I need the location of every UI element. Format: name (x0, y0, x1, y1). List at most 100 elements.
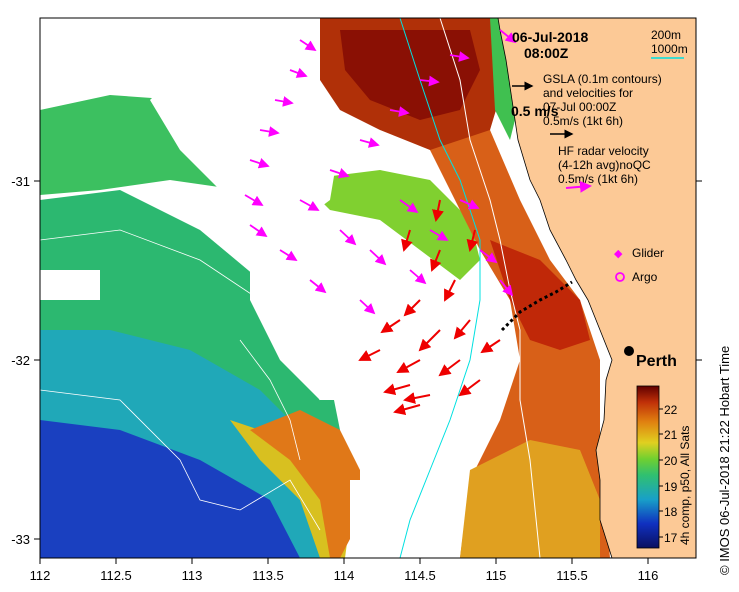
gsla-arrow (358, 349, 381, 361)
sst-green-west (40, 190, 340, 470)
gsla-arrows (358, 199, 501, 416)
hf-arrow (274, 96, 294, 107)
contour-1000m (399, 18, 481, 558)
gsla-legend-line-3: 07-Jul 00:00Z (543, 100, 616, 114)
cloud-gap-west (40, 270, 100, 300)
sst-green-yellow-front (300, 170, 480, 280)
contour-gsla-3 (239, 339, 301, 461)
hf-scale-label: 0.5m/s (1kt 6h) (558, 172, 638, 186)
y-tick-33: -33 (11, 532, 30, 547)
hf-arrow (244, 194, 264, 206)
colorbar-tick-17: 17 (664, 531, 678, 545)
hf-arrow (359, 137, 380, 148)
gsla-arrow (393, 403, 421, 416)
x-tick-113.5: 113.5 (252, 568, 284, 583)
hf-arrow (329, 168, 350, 179)
x-tick-112: 112 (30, 568, 51, 583)
y-tick-32: -32 (11, 353, 30, 368)
gsla-big-scale: 0.5 m/s (511, 103, 559, 119)
hf-arrow (499, 29, 517, 44)
hf-arrow (369, 249, 387, 266)
y-tick-31: -31 (11, 174, 30, 189)
gsla-arrow (453, 319, 471, 340)
hf-arrow (289, 67, 308, 78)
glider-legend-icon: ◆ (614, 248, 623, 260)
hf-arrow (299, 39, 317, 51)
x-tick-113: 113 (182, 568, 203, 583)
hf-arrow (259, 126, 280, 137)
sst-orange-south (250, 410, 360, 558)
gsla-arrow (383, 383, 411, 396)
gsla-arrow (432, 199, 444, 222)
gsla-arrow (403, 392, 431, 404)
colorbar-tick-20: 20 (664, 454, 678, 468)
hf-arrow (399, 199, 419, 214)
hf-arrow (309, 279, 327, 294)
hf-legend-line-1: HF radar velocity (558, 144, 649, 158)
hf-arrow (449, 51, 470, 62)
gsla-legend-line-2: and velocities for (543, 86, 633, 100)
gsla-legend-line-1: GSLA (0.1m contours) (543, 72, 662, 86)
sst-yellow-coast-south (460, 440, 600, 558)
gsla-arrow (444, 279, 456, 302)
gsla-arrow (430, 249, 442, 272)
gsla-arrow (480, 339, 501, 354)
colorbar-tick-22: 22 (664, 403, 678, 417)
contour-gsla-2 (40, 389, 321, 531)
glider-track (500, 280, 573, 332)
argo-legend-icon (615, 272, 625, 282)
time-label: 08:00Z (524, 45, 569, 61)
credit-text: © IMOS 06-Jul-2018 21:22 Hobart Time (717, 346, 732, 575)
hf-arrow (299, 199, 320, 211)
colorbar-title: 4h comp, p50, All Sats (678, 426, 692, 545)
x-tick-114: 114 (334, 568, 355, 583)
contour-legend-200m: 200m (651, 28, 681, 42)
colorbar-ticks (659, 408, 663, 538)
cloud-gap-topmid (230, 18, 320, 58)
gsla-arrow (396, 359, 421, 373)
cloud-gap-right (330, 300, 470, 480)
x-tick-116: 116 (638, 568, 659, 583)
hf-arrow (419, 75, 440, 87)
hf-radar-arrows (244, 29, 517, 315)
sst-cool-southwest (40, 390, 330, 558)
plot-frame (39, 17, 697, 559)
sst-warm-core (340, 30, 480, 120)
glider-legend-label: Glider (632, 246, 664, 260)
colorbar-tick-18: 18 (664, 505, 678, 519)
gsla-arrow (466, 229, 479, 252)
gsla-arrow (418, 329, 441, 352)
colorbar-tick-19: 19 (664, 480, 678, 494)
gsla-arrow (401, 229, 413, 252)
hf-arrow (499, 279, 514, 297)
x-tick-112.5: 112.5 (100, 568, 132, 583)
sst-red-shelf (490, 240, 590, 350)
colorbar-tick-21: 21 (664, 428, 678, 442)
hf-arrow (459, 199, 480, 210)
argo-legend-label: Argo (632, 270, 658, 284)
contour-legend-1000m: 1000m (651, 42, 688, 56)
gsla-arrow (380, 319, 401, 334)
perth-marker (624, 346, 634, 356)
y-axis (34, 180, 702, 540)
hf-arrow (249, 158, 270, 169)
hf-arrow (479, 249, 498, 264)
hf-arrow (409, 269, 427, 285)
hf-scale-arrow (565, 180, 592, 193)
contour-gsla-1 (40, 229, 321, 401)
hf-arrow (249, 224, 268, 238)
x-tick-114.5: 114.5 (404, 568, 436, 583)
hf-arrow (359, 299, 376, 315)
hf-legend-line-2: (4-12h avg)noQC (558, 158, 651, 172)
date-label: 06-Jul-2018 (512, 29, 588, 45)
x-axis (39, 558, 649, 564)
gsla-arrow (458, 379, 481, 397)
x-tick-115.5: 115.5 (556, 568, 588, 583)
perth-label: Perth (636, 353, 677, 370)
hf-arrow (429, 229, 449, 241)
hf-arrow (389, 106, 410, 117)
contour-200m (439, 18, 541, 558)
hf-arrow (279, 249, 298, 261)
cloud-gap-topleft (40, 18, 240, 78)
